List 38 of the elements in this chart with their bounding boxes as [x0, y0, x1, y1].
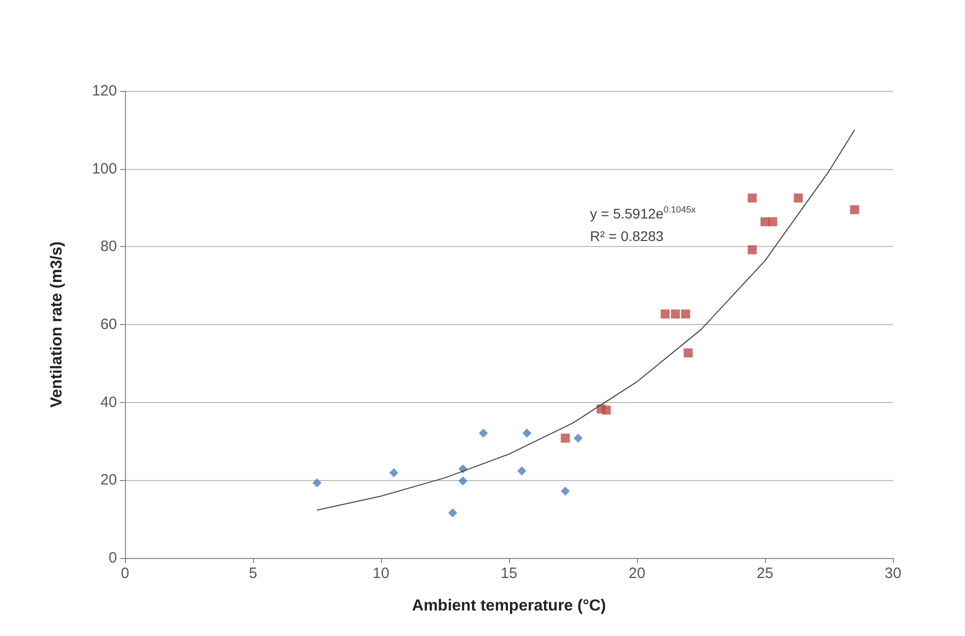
x-tick-label: 20: [628, 565, 646, 582]
point: [312, 478, 322, 488]
annotation: R² = 0.8283: [590, 228, 664, 244]
y-tick-label: 40: [100, 394, 117, 411]
point: [560, 434, 570, 443]
point: [681, 309, 690, 318]
y-tick-label: 80: [100, 238, 117, 256]
x-tick-label: 25: [756, 565, 774, 582]
point: [574, 434, 583, 443]
point: [448, 508, 458, 518]
y-axis-title: Ventilation rate (m3/s): [48, 241, 66, 408]
point: [478, 428, 488, 438]
point: [748, 245, 757, 254]
point: [684, 348, 693, 358]
line-series: [316, 129, 856, 511]
x-tick-label: 0: [120, 565, 130, 582]
point: [517, 466, 526, 476]
y-tick-label: 100: [92, 160, 117, 178]
y-tick-label: 120: [92, 82, 117, 100]
x-tick-label: 15: [500, 565, 518, 582]
x-axis-title: Ambient temperature (°C): [412, 598, 606, 614]
point: [850, 205, 860, 214]
point: [522, 428, 532, 438]
point: [748, 194, 757, 203]
y-tick-label: 60: [100, 316, 117, 333]
x-tick-label: 5: [248, 565, 258, 582]
y-tick-label: 20: [100, 472, 117, 489]
point: [602, 406, 611, 415]
point: [768, 217, 778, 226]
x-tick-label: 30: [884, 565, 902, 582]
point: [794, 194, 803, 203]
point: [458, 476, 468, 486]
point: [670, 309, 680, 318]
y-tick-label: 0: [108, 550, 117, 566]
point: [389, 468, 398, 478]
x-tick-label: 10: [372, 565, 390, 582]
point: [560, 486, 570, 496]
point: [660, 309, 670, 318]
